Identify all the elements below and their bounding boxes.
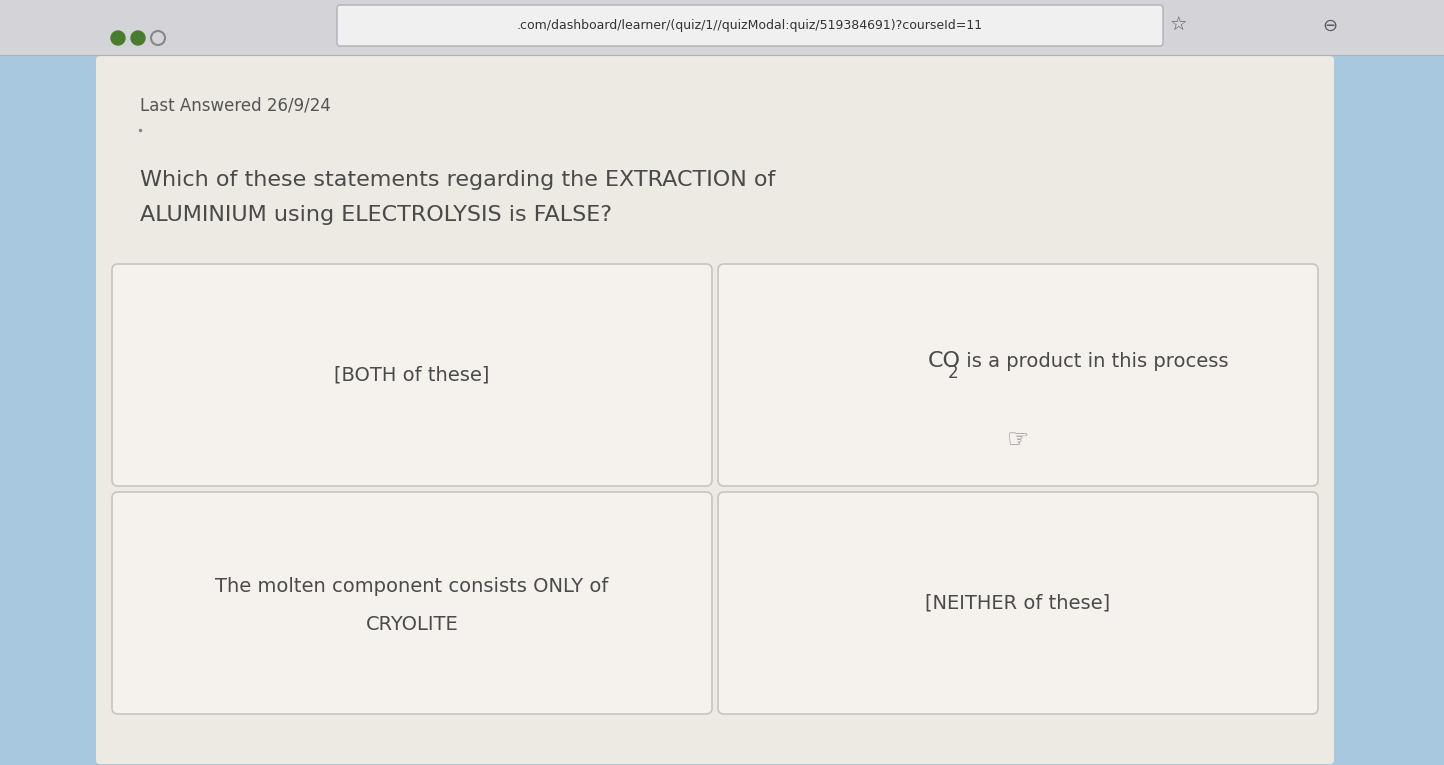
Text: 2: 2	[949, 364, 959, 382]
Text: ☆: ☆	[1170, 16, 1187, 35]
Text: Which of these statements regarding the EXTRACTION of: Which of these statements regarding the …	[140, 170, 775, 190]
FancyBboxPatch shape	[95, 56, 1334, 764]
FancyBboxPatch shape	[718, 264, 1318, 486]
Text: [BOTH of these]: [BOTH of these]	[335, 366, 490, 385]
Text: The molten component consists ONLY of: The molten component consists ONLY of	[215, 578, 609, 597]
FancyBboxPatch shape	[113, 492, 712, 714]
Circle shape	[111, 31, 126, 45]
Text: CO: CO	[928, 351, 962, 371]
FancyBboxPatch shape	[718, 492, 1318, 714]
Text: Last Answered 26/9/24: Last Answered 26/9/24	[140, 96, 331, 114]
Text: [NEITHER of these]: [NEITHER of these]	[926, 594, 1110, 613]
Text: CRYOLITE: CRYOLITE	[365, 614, 458, 633]
Bar	[0, 0, 1444, 55]
Text: .com/dashboard/learner/(quiz/1//quizModal:quiz/519384691)?courseId=11: .com/dashboard/learner/(quiz/1//quizModa…	[517, 19, 983, 32]
Circle shape	[131, 31, 144, 45]
FancyBboxPatch shape	[336, 5, 1162, 46]
FancyBboxPatch shape	[113, 264, 712, 486]
Text: is a product in this process: is a product in this process	[960, 352, 1229, 371]
Text: ⊖: ⊖	[1323, 17, 1337, 34]
Text: ☞: ☞	[1006, 428, 1030, 452]
Text: ALUMINIUM using ELECTROLYSIS is FALSE?: ALUMINIUM using ELECTROLYSIS is FALSE?	[140, 205, 612, 225]
